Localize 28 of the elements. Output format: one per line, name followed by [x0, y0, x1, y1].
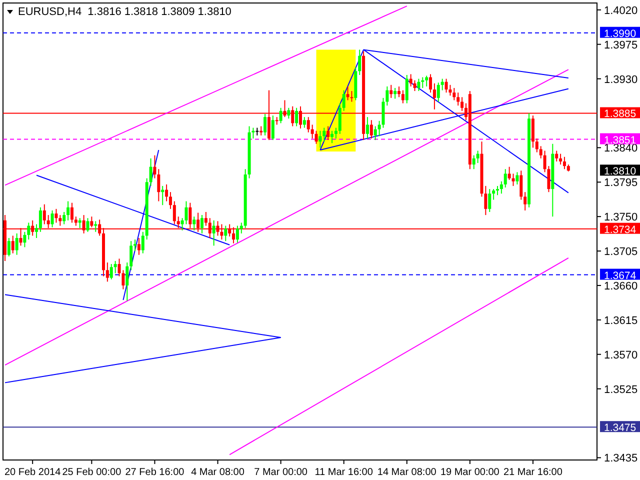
x-tick-label: 7 Mar 00:00	[254, 467, 308, 478]
x-tick-label: 14 Mar 08:00	[377, 467, 437, 478]
ref-line-label: 1.3885	[604, 108, 636, 120]
chart-title: EURUSD,H4 1.3816 1.3818 1.3809 1.3810	[18, 6, 232, 18]
x-tick-label: 21 Mar 16:00	[503, 467, 563, 478]
x-tick-label: 27 Feb 16:00	[125, 467, 185, 478]
x-tick-label: 4 Mar 08:00	[191, 467, 245, 478]
x-tick-label: 25 Feb 00:00	[62, 467, 122, 478]
ref-line-label: 1.3990	[604, 28, 636, 40]
y-tick-label: 1.3570	[604, 349, 638, 362]
y-tick-label: 1.3750	[604, 212, 638, 224]
y-tick-label: 1.3840	[604, 142, 638, 155]
y-tick-label: 1.3660	[604, 280, 638, 292]
y-tick-label: 1.3930	[604, 74, 638, 86]
x-tick-label: 19 Mar 00:00	[440, 467, 500, 478]
y-tick-label: 1.3975	[604, 39, 638, 52]
y-tick-label: 1.3435	[604, 452, 638, 465]
x-tick-label: 20 Feb 2014	[4, 467, 62, 478]
ref-line-label: 1.3734	[604, 224, 636, 236]
y-tick-label: 1.3525	[604, 384, 638, 396]
y-tick-label: 1.3705	[604, 246, 638, 258]
ref-line-label: 1.3674	[604, 270, 636, 282]
y-tick-label: 1.3615	[604, 314, 638, 327]
x-tick-label: 11 Mar 16:00	[314, 467, 374, 478]
y-tick-label: 1.3795	[604, 177, 638, 190]
ref-line-label: 1.3475	[604, 422, 636, 434]
y-tick-label: 1.4020	[604, 4, 638, 17]
text: 1.3810	[604, 166, 636, 178]
